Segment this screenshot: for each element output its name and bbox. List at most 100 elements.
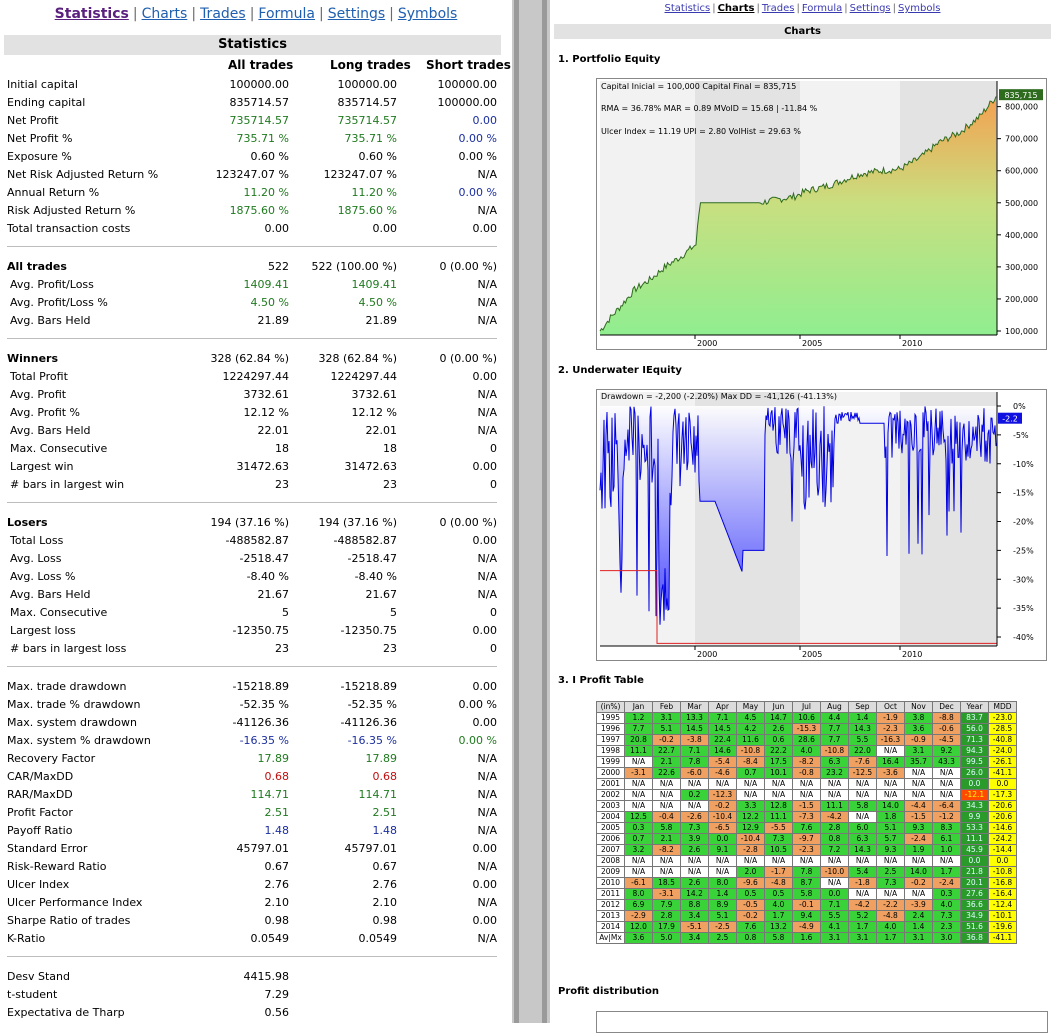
stat-row: Avg. Profit/Loss 1409.41 1409.41 N/A — [7, 276, 497, 294]
stat-row: Recovery Factor 17.89 17.89 N/A — [7, 750, 497, 768]
stat-all-value: -488582.87 — [225, 534, 289, 547]
y-tick-label: 300,000 — [1005, 263, 1038, 272]
profit-table-cell: 43.3 — [932, 756, 961, 768]
stat-label: Losers — [7, 516, 48, 529]
equity-area — [600, 96, 997, 335]
stat-all-value: 18 — [275, 442, 289, 455]
profit-table-cell: 0.8 — [736, 932, 765, 944]
profit-table-cell: N/A — [876, 855, 905, 867]
pane-splitter[interactable] — [512, 0, 550, 1023]
stat-label: Recovery Factor — [7, 752, 96, 765]
stat-all-value: 45797.01 — [236, 842, 290, 855]
stat-row: Ulcer Performance Index 2.10 2.10 N/A — [7, 894, 497, 912]
stat-short-value: N/A — [477, 570, 497, 583]
stat-all-value: -16.35 % — [239, 734, 289, 747]
profit-table-cell: 34.3 — [960, 800, 989, 812]
profit-table-cell: 22.0 — [848, 745, 877, 757]
stat-all-value: 4415.98 — [243, 970, 290, 983]
profit-table-cell: N/A — [904, 888, 933, 900]
profit-table-header: Jul — [792, 701, 821, 713]
profit-table-cell: 9.4 — [792, 910, 821, 922]
profit-table-cell: 13.2 — [764, 921, 793, 933]
stat-short-value: 0 — [490, 442, 497, 455]
stat-label: Standard Error — [7, 842, 88, 855]
stat-label: # bars in largest win — [10, 478, 125, 491]
stat-long-value: 114.71 — [358, 788, 398, 801]
profit-table-cell: N/A — [848, 855, 877, 867]
stat-short-value: N/A — [477, 860, 497, 873]
stat-row: # bars in largest loss 23 23 0 — [7, 640, 497, 658]
profit-table-cell: N/A — [932, 789, 961, 801]
profit-table-cell: -16.3 — [876, 734, 905, 746]
profit-table-cell: 3.1 — [820, 932, 849, 944]
stat-all-value: -2518.47 — [239, 552, 289, 565]
profit-table-cell: 5.8 — [764, 932, 793, 944]
stat-long-value: 522 (100.00 %) — [311, 260, 397, 273]
nav-statistics-link[interactable]: Statistics — [54, 6, 129, 22]
right-nav: Statistics | Charts | Trades | Formula | Setting… — [550, 3, 1055, 14]
stat-all-value: -12350.75 — [232, 624, 289, 637]
profit-table-cell: 12.2 — [736, 811, 765, 823]
stat-all-value: 0.00 — [264, 222, 290, 235]
nav-formula-link[interactable]: Formula — [258, 6, 316, 22]
profit-table-header: Feb — [652, 701, 681, 713]
y-tick-label: 500,000 — [1005, 199, 1038, 208]
stat-short-value: N/A — [477, 406, 497, 419]
stat-row: K-Ratio 0.0549 0.0549 N/A — [7, 930, 497, 948]
nav-trades-link[interactable]: Trades — [761, 3, 795, 14]
stat-row: Sharpe Ratio of trades 0.98 0.98 0.00 — [7, 912, 497, 930]
stat-long-value: 735.71 % — [344, 132, 397, 145]
stat-short-value: 0.00 — [472, 624, 498, 637]
stat-label: Avg. Bars Held — [10, 588, 91, 601]
nav-charts-link[interactable]: Charts — [717, 3, 755, 14]
drawdown-line — [599, 406, 998, 625]
profit-table-cell: N/A — [624, 800, 653, 812]
profit-table-row: 2004 12.5 -0.4 -2.6 -10.4 12.2 11.1 -7.3 -4.2 N/A… — [596, 811, 1017, 823]
col-all-trades: All trades — [228, 58, 294, 72]
profit-table-cell: 3.1 — [848, 932, 877, 944]
profit-table-cell: 7.1 — [820, 899, 849, 911]
profit-table-cell: 14.7 — [764, 712, 793, 724]
profit-table-cell: -4.2 — [848, 899, 877, 911]
profit-table-cell: 8.7 — [792, 877, 821, 889]
profit-table-cell: -2.4 — [904, 833, 933, 845]
nav-statistics-link[interactable]: Statistics — [664, 3, 711, 14]
stat-long-value: 11.20 % — [351, 186, 397, 199]
nav-separator: | — [191, 6, 197, 22]
profit-table-cell: 2000 — [596, 767, 625, 779]
stat-label: Annual Return % — [7, 186, 100, 199]
nav-separator: | — [796, 3, 800, 14]
profit-table-cell: 3.4 — [680, 910, 709, 922]
y-tick-label: -25% — [1013, 546, 1034, 555]
nav-formula-link[interactable]: Formula — [801, 3, 843, 14]
profit-table-cell: 8.9 — [708, 899, 737, 911]
nav-symbols-link[interactable]: Symbols — [898, 3, 941, 14]
profit-table-cell: 14.0 — [904, 866, 933, 878]
profit-table-cell: N/A — [820, 877, 849, 889]
stat-row: Risk Adjusted Return % 1875.60 % 1875.60 %… — [7, 202, 497, 220]
stat-label: CAR/MaxDD — [7, 770, 74, 783]
stat-all-value: 17.89 — [257, 752, 290, 765]
x-tick-label: 2010 — [902, 339, 922, 348]
stat-row: Risk-Reward Ratio 0.67 0.67 N/A — [7, 858, 497, 876]
x-tick-label: 2000 — [697, 650, 717, 659]
profit-table-cell: 14.6 — [708, 745, 737, 757]
profit-table-cell: N/A — [932, 767, 961, 779]
profit-table-cell: 34.9 — [960, 910, 989, 922]
nav-settings-link[interactable]: Settings — [849, 3, 891, 14]
stat-short-value: 0.00 — [472, 914, 498, 927]
nav-charts-link[interactable]: Charts — [141, 6, 188, 22]
profit-table-cell: 9.9 — [960, 811, 989, 823]
profit-table-cell: -3.1 — [652, 888, 681, 900]
nav-settings-link[interactable]: Settings — [327, 6, 386, 22]
stat-short-value: N/A — [477, 788, 497, 801]
nav-symbols-link[interactable]: Symbols — [397, 6, 458, 22]
stat-label: Winners — [7, 352, 58, 365]
profit-table-cell: -19.6 — [988, 921, 1017, 933]
nav-trades-link[interactable]: Trades — [200, 6, 246, 22]
underwater-chart: 0% -5% -10% -15% -20% -25% -30% -35% -40% 2000 200… — [596, 389, 1047, 661]
equity-chart: 800,000 700,000 600,000 500,000 400,000 300,0… — [596, 78, 1047, 350]
profit-table-cell: -0.2 — [904, 877, 933, 889]
profit-table-cell: N/A — [708, 855, 737, 867]
profit-table-cell: 9.2 — [932, 745, 961, 757]
